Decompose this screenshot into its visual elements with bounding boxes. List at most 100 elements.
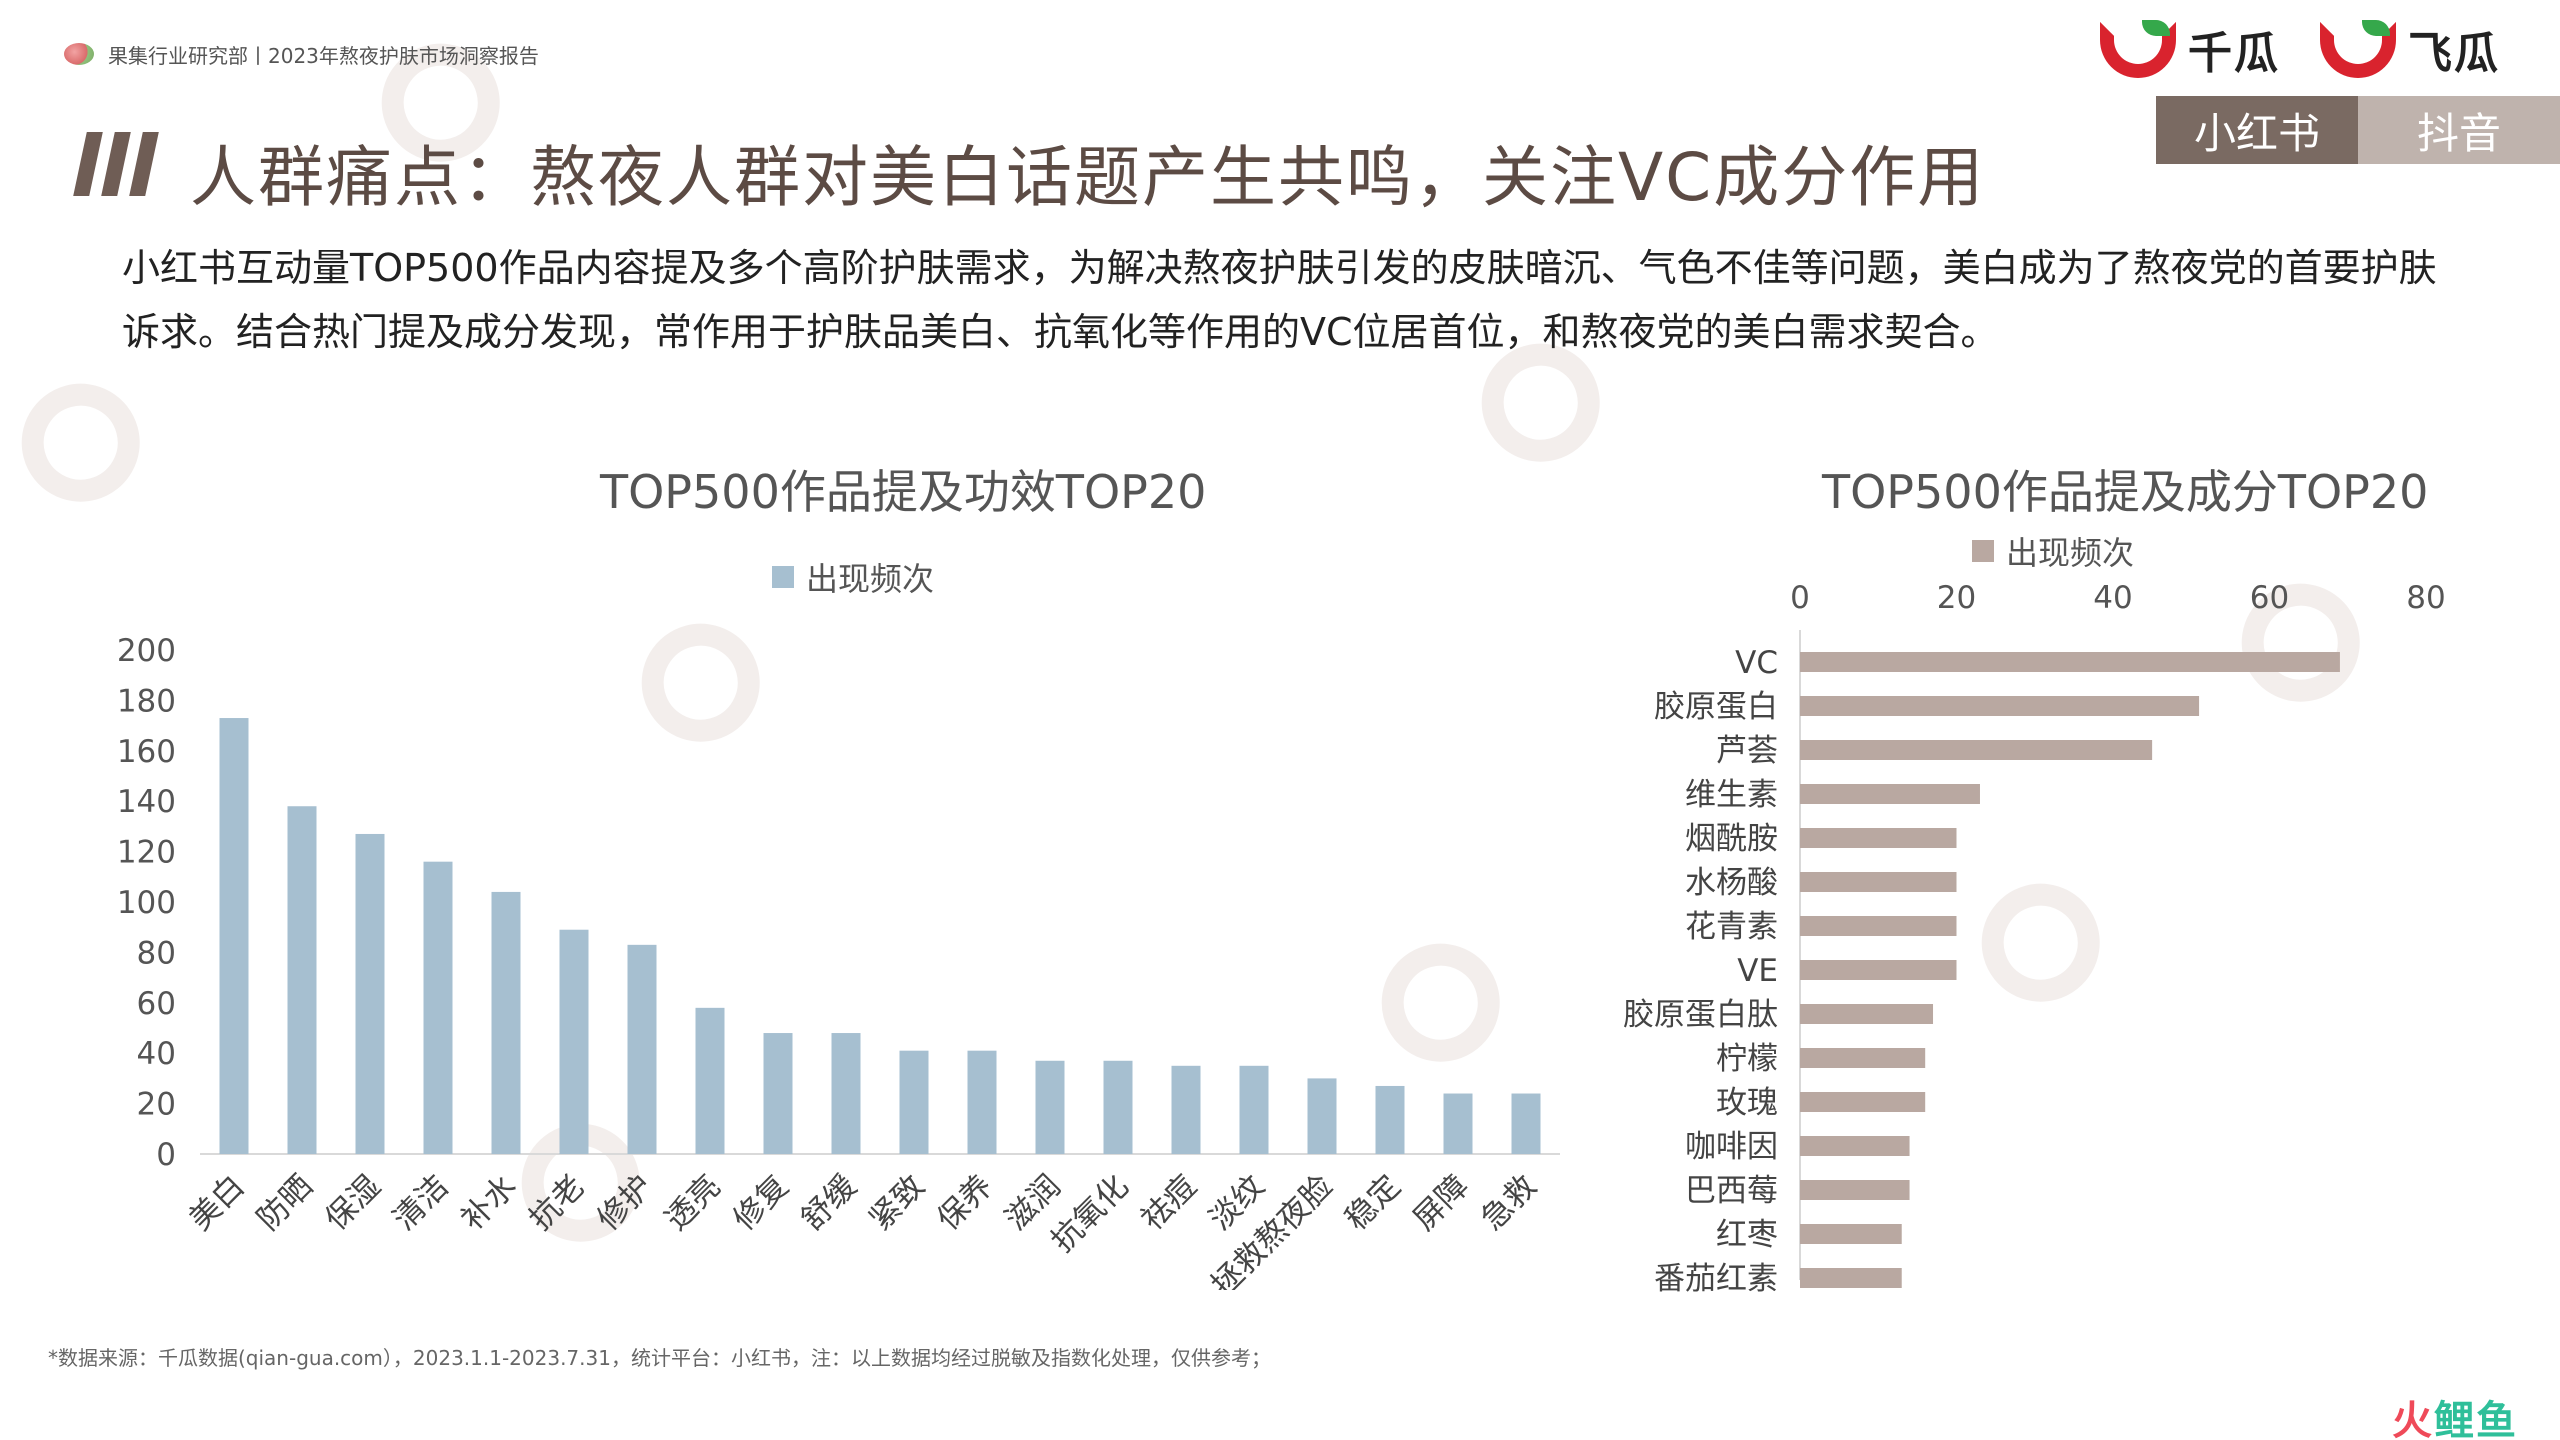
report-logo-icon <box>64 43 94 65</box>
efficacy-category-label: 急救 <box>1474 1168 1543 1237</box>
ingredient-category-label: 胶原蛋白肽 <box>1623 997 1778 1033</box>
efficacy-bar <box>899 1050 929 1154</box>
efficacy-bar <box>219 718 249 1154</box>
ingredient-bar <box>1800 872 1957 892</box>
ingredient-category-label: 番茄红素 <box>1654 1261 1778 1297</box>
ingredient-category-label: VE <box>1737 953 1778 989</box>
ingredient-chart-title: TOP500作品提及成分TOP20 <box>1822 465 2429 519</box>
ingredient-x-tick-label: 40 <box>2093 580 2132 616</box>
ingredient-category-label: 芦荟 <box>1716 733 1778 769</box>
ingredient-bar <box>1800 652 2340 672</box>
efficacy-y-tick-label: 160 <box>117 734 176 770</box>
ingredient-chart-legend: 出现频次 <box>1972 528 2134 574</box>
efficacy-category-label: 修复 <box>726 1168 795 1237</box>
efficacy-chart-legend: 出现频次 <box>772 554 934 600</box>
efficacy-bar <box>1035 1060 1065 1154</box>
ingredient-bar <box>1800 828 1957 848</box>
ingredient-category-label: 水杨酸 <box>1685 865 1778 901</box>
ingredient-category-label: 玫瑰 <box>1716 1085 1778 1121</box>
intro-paragraph: 小红书互动量TOP500作品内容提及多个高阶护肤需求，为解决熬夜护肤引发的皮肤暗… <box>122 246 2437 354</box>
efficacy-bar <box>1375 1085 1405 1154</box>
efficacy-bar <box>695 1007 725 1154</box>
ingredient-category-label: 巴西莓 <box>1685 1173 1778 1209</box>
efficacy-bar <box>491 891 521 1154</box>
ingredient-x-tick-label: 80 <box>2406 580 2445 616</box>
efficacy-bar <box>355 833 385 1154</box>
corner-watermark-logo: 火鲤鱼 <box>2392 1388 2518 1440</box>
efficacy-y-tick-label: 0 <box>156 1137 176 1173</box>
feigua-logo-icon <box>2316 16 2402 82</box>
efficacy-bar <box>763 1033 793 1154</box>
ingredient-bar <box>1800 916 1957 936</box>
ingredient-category-label: 花青素 <box>1685 909 1778 945</box>
qiangua-logo-icon <box>2096 16 2182 82</box>
efficacy-bar <box>1239 1065 1269 1154</box>
ingredient-bar <box>1800 1268 1902 1288</box>
efficacy-y-tick-label: 140 <box>117 784 176 820</box>
efficacy-y-tick-label: 200 <box>117 633 176 669</box>
efficacy-bar <box>627 944 657 1154</box>
ingredient-bar <box>1800 784 1980 804</box>
feigua-logo-text: 飞瓜 <box>2408 28 2500 79</box>
efficacy-category-label: 保养 <box>930 1168 999 1237</box>
tab-douyin[interactable]: 抖音 <box>2358 96 2560 164</box>
ingredient-bar <box>1800 1004 1934 1024</box>
ingredient-legend-swatch <box>1972 540 1994 562</box>
qiangua-logo-text: 千瓜 <box>2188 28 2280 79</box>
ingredient-legend-label: 出现频次 <box>2006 534 2135 572</box>
ingredient-category-label: VC <box>1735 645 1778 681</box>
ingredient-bar <box>1800 1048 1926 1068</box>
efficacy-chart-title: TOP500作品提及功效TOP20 <box>600 465 1207 519</box>
efficacy-category-label: 补水 <box>454 1168 523 1237</box>
efficacy-y-tick-label: 40 <box>137 1036 176 1072</box>
platform-tabs: 小红书 抖音 <box>2156 96 2560 164</box>
efficacy-category-label: 修护 <box>590 1168 659 1237</box>
ingredient-x-tick-label: 20 <box>1937 580 1976 616</box>
efficacy-bar <box>287 806 317 1154</box>
ingredient-x-tick-label: 0 <box>1790 580 1810 616</box>
efficacy-legend-swatch <box>772 566 794 588</box>
ingredient-category-label: 柠檬 <box>1716 1041 1778 1077</box>
efficacy-category-label: 舒缓 <box>794 1168 863 1237</box>
efficacy-category-label: 美白 <box>182 1168 251 1237</box>
efficacy-category-label: 屏障 <box>1406 1168 1475 1237</box>
efficacy-bar <box>1443 1093 1473 1154</box>
ingredient-bar <box>1800 960 1957 980</box>
efficacy-bar <box>967 1050 997 1154</box>
ingredient-category-label: 红枣 <box>1716 1217 1778 1253</box>
report-header: 果集行业研究部丨2023年熬夜护肤市场洞察报告 <box>64 36 539 72</box>
efficacy-y-tick-label: 60 <box>137 986 176 1022</box>
ingredient-bar <box>1800 1136 1910 1156</box>
efficacy-y-tick-label: 180 <box>117 683 176 719</box>
corner-brand-part1: 火 <box>2392 1398 2434 1440</box>
efficacy-y-tick-label: 120 <box>117 835 176 871</box>
efficacy-y-tick-label: 100 <box>117 885 176 921</box>
ingredient-bar <box>1800 696 2200 716</box>
efficacy-category-label: 紧致 <box>862 1168 931 1237</box>
ingredient-bar <box>1800 1180 1910 1200</box>
efficacy-bar <box>1103 1060 1133 1154</box>
title-decoration <box>73 132 164 196</box>
ingredient-category-label: 烟酰胺 <box>1685 821 1778 857</box>
tab-xiaohongshu[interactable]: 小红书 <box>2156 96 2358 164</box>
efficacy-category-label: 祛痘 <box>1134 1168 1203 1237</box>
ingredient-bar <box>1800 1092 1926 1112</box>
efficacy-category-label: 抗老 <box>522 1168 591 1237</box>
ingredient-category-label: 维生素 <box>1685 777 1778 813</box>
efficacy-bar <box>1171 1065 1201 1154</box>
efficacy-category-label: 清洁 <box>386 1168 455 1237</box>
ingredient-category-label: 咖啡因 <box>1685 1129 1778 1165</box>
efficacy-bar <box>559 929 589 1154</box>
efficacy-legend-label: 出现频次 <box>806 560 935 598</box>
efficacy-bar <box>1511 1093 1541 1154</box>
efficacy-y-tick-label: 80 <box>137 935 176 971</box>
corner-brand-part2: 鲤鱼 <box>2434 1398 2518 1440</box>
efficacy-bar <box>423 861 453 1154</box>
ingredient-bar <box>1800 1224 1902 1244</box>
ingredient-bar <box>1800 740 2153 760</box>
ingredient-x-tick-label: 60 <box>2250 580 2289 616</box>
data-source-footnote: *数据来源：千瓜数据(qian-gua.com），2023.1.1-2023.7… <box>48 1346 1271 1370</box>
feigua-logo: 飞瓜 <box>2316 14 2500 84</box>
efficacy-bar <box>831 1033 861 1154</box>
